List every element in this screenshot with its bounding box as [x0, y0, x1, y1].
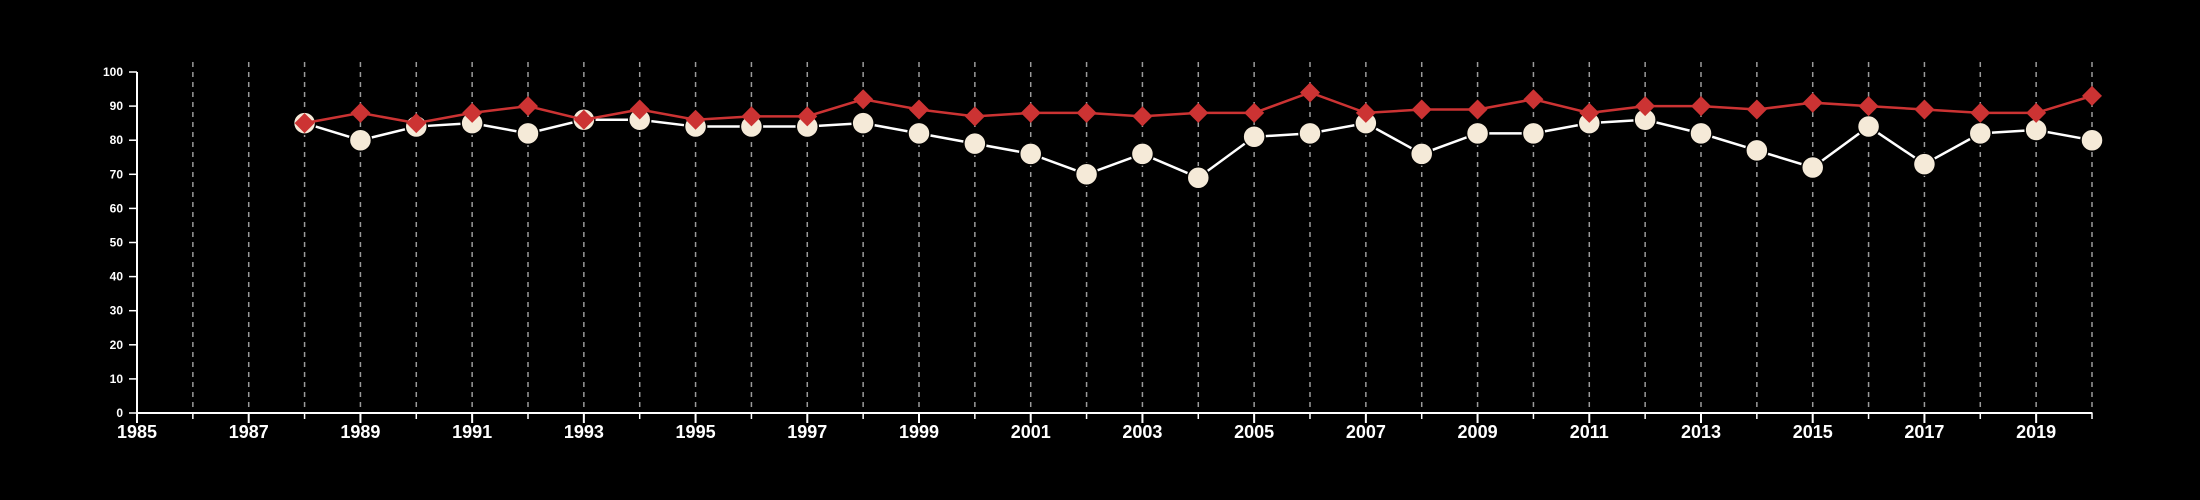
data-point-circle	[963, 131, 987, 156]
data-point-diamond	[406, 113, 427, 134]
data-point-circle	[516, 121, 540, 146]
x-tick-label: 2013	[1681, 422, 1721, 442]
data-point-diamond	[573, 109, 594, 130]
data-point-diamond	[1858, 96, 1879, 117]
data-point-circle	[1521, 121, 1546, 146]
data-point-diamond	[1020, 102, 1041, 123]
data-point-diamond	[964, 106, 985, 127]
x-tick-label: 1989	[340, 422, 380, 442]
data-point-diamond	[629, 99, 650, 120]
data-point-diamond	[1746, 99, 1767, 120]
data-point-diamond	[1467, 99, 1488, 120]
y-tick-label: 60	[110, 201, 124, 215]
data-point-diamond	[909, 99, 929, 120]
data-point-diamond	[741, 106, 762, 127]
data-point-circle	[1800, 155, 1825, 180]
y-axis-ticks: 0 10 20 30 40 50 60 70 80 90 100	[103, 65, 137, 420]
axes	[136, 72, 2092, 414]
data-point-diamond	[1970, 102, 1991, 123]
x-tick-label: 1991	[452, 422, 492, 442]
y-tick-label: 0	[116, 406, 123, 420]
x-tick-label: 2017	[1904, 422, 1944, 442]
data-point-circle	[1409, 142, 1434, 166]
x-axis-ticks: 1985 1987 1989 1991 1993 1995 1997 1999 2001 2003…	[117, 413, 2093, 442]
x-tick-label: 1993	[564, 422, 604, 442]
data-point-circle	[851, 111, 875, 135]
x-tick-label: 1985	[117, 422, 157, 442]
data-point-diamond	[294, 113, 315, 134]
x-tick-label: 2001	[1011, 422, 1051, 442]
data-point-diamond	[1802, 92, 1823, 113]
y-tick-label: 90	[110, 99, 124, 113]
data-point-diamond	[1579, 102, 1600, 123]
data-point-diamond	[1132, 106, 1153, 127]
data-point-circle	[1074, 162, 1099, 187]
series-diamond	[294, 82, 2102, 134]
data-point-diamond	[853, 89, 874, 110]
data-point-circle	[1968, 121, 1993, 146]
x-tick-label: 1995	[676, 422, 716, 442]
y-tick-label: 20	[110, 338, 124, 352]
vertical-grid	[192, 62, 2093, 413]
data-point-diamond	[1523, 89, 1544, 110]
data-point-circle	[1130, 142, 1155, 166]
data-point-diamond	[1635, 96, 1656, 117]
data-point-diamond	[1691, 96, 1711, 117]
y-tick-label: 40	[110, 270, 124, 284]
data-point-circle	[1465, 121, 1490, 146]
x-tick-label: 2003	[1122, 422, 1162, 442]
data-point-diamond	[1076, 102, 1097, 123]
data-point-circle	[1186, 165, 1211, 190]
x-tick-label: 1999	[899, 422, 939, 442]
data-point-diamond	[518, 96, 538, 117]
series-circle	[292, 107, 2104, 190]
series	[292, 82, 2104, 190]
data-point-circle	[907, 121, 931, 146]
x-tick-label: 1997	[787, 422, 827, 442]
data-point-circle	[1745, 138, 1769, 163]
data-point-circle	[348, 128, 373, 152]
y-tick-label: 100	[103, 65, 123, 79]
data-point-circle	[1242, 125, 1266, 149]
data-point-circle	[1298, 121, 1322, 146]
y-tick-label: 10	[110, 372, 124, 386]
data-point-circle	[2080, 128, 2104, 152]
data-point-diamond	[1914, 99, 1935, 120]
data-point-diamond	[2082, 85, 2102, 106]
data-point-circle	[1856, 114, 1881, 139]
data-point-diamond	[1355, 102, 1376, 123]
data-point-diamond	[797, 106, 818, 127]
data-point-circle	[1912, 152, 1937, 176]
data-point-diamond	[1244, 102, 1265, 123]
y-tick-label: 50	[110, 236, 124, 250]
data-point-diamond	[1300, 82, 1320, 103]
data-point-diamond	[462, 102, 483, 123]
data-point-diamond	[2026, 102, 2047, 123]
x-tick-label: 2019	[2016, 422, 2056, 442]
y-tick-label: 30	[110, 304, 124, 318]
x-tick-label: 2005	[1234, 422, 1274, 442]
data-point-diamond	[1411, 99, 1432, 120]
x-tick-label: 2007	[1346, 422, 1386, 442]
x-tick-label: 2009	[1458, 422, 1498, 442]
y-tick-label: 70	[110, 167, 124, 181]
x-tick-label: 2015	[1793, 422, 1833, 442]
data-point-diamond	[1188, 102, 1209, 123]
data-point-circle	[1018, 142, 1043, 166]
x-tick-label: 2011	[1570, 422, 1609, 442]
y-tick-label: 80	[110, 133, 124, 147]
data-point-diamond	[350, 102, 371, 123]
x-tick-label: 1987	[229, 422, 269, 442]
data-point-circle	[1689, 121, 1713, 146]
data-point-diamond	[685, 109, 706, 130]
